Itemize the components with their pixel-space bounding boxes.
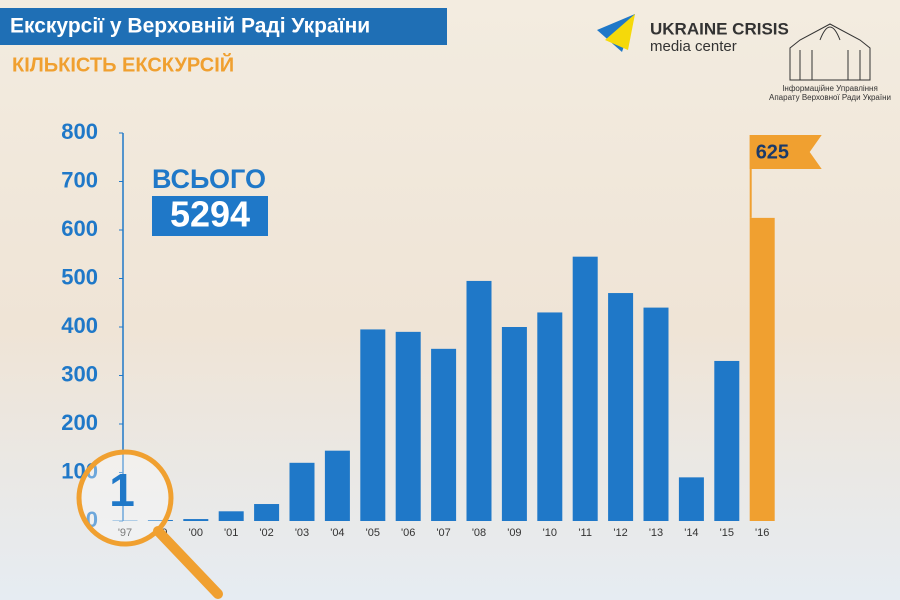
logo-text: Інформаційне Управління bbox=[782, 84, 878, 93]
x-tick-label: '03 bbox=[295, 527, 309, 539]
logo-building bbox=[789, 23, 871, 81]
bar bbox=[537, 312, 563, 521]
y-tick-label: 500 bbox=[61, 264, 98, 289]
bar bbox=[678, 477, 704, 521]
total-box bbox=[152, 196, 268, 236]
bar bbox=[501, 327, 527, 521]
total-value: 5294 bbox=[170, 194, 250, 235]
y-tick-label: 700 bbox=[61, 167, 98, 192]
bar bbox=[147, 520, 173, 521]
x-tick-label: '10 bbox=[543, 527, 557, 539]
logo-text: UKRAINE CRISIS bbox=[650, 19, 789, 38]
bar bbox=[324, 450, 350, 521]
crisis-logo: UKRAINE CRISIS media center bbox=[597, 14, 789, 55]
y-tick-label: 400 bbox=[61, 313, 98, 338]
x-tick-label: '02 bbox=[259, 527, 273, 539]
bar bbox=[395, 331, 421, 521]
x-tick-label: '04 bbox=[330, 527, 344, 539]
x-tick-label: '06 bbox=[401, 527, 415, 539]
magnifier-handle bbox=[153, 526, 223, 599]
x-tick-label: '08 bbox=[472, 527, 486, 539]
x-tick-label: '00 bbox=[189, 527, 203, 539]
logo-text: media center bbox=[650, 38, 737, 55]
bar bbox=[749, 217, 775, 521]
x-tick-label: '11 bbox=[578, 527, 592, 539]
magnifier bbox=[76, 449, 174, 547]
y-tick-label: 200 bbox=[61, 410, 98, 435]
chart-title: Екскурсії у Верховній Раді України bbox=[10, 15, 370, 38]
x-tick-label: '97 bbox=[118, 527, 132, 539]
bar bbox=[360, 329, 386, 521]
data-label: 625 bbox=[756, 141, 789, 163]
x-tick-label: '12 bbox=[613, 527, 627, 539]
bar bbox=[714, 360, 740, 521]
x-tick-label: '13 bbox=[649, 527, 663, 539]
flag bbox=[749, 135, 822, 169]
data-label: 1 bbox=[109, 464, 135, 516]
y-tick-label: 100 bbox=[61, 458, 98, 483]
bar bbox=[218, 511, 244, 521]
x-tick-label: '05 bbox=[366, 527, 380, 539]
bar bbox=[431, 348, 457, 521]
bar bbox=[289, 462, 315, 521]
chart-subtitle: КІЛЬКІСТЬ ЕКСКУРСІЙ bbox=[12, 52, 234, 76]
x-tick-label: '16 bbox=[755, 527, 769, 539]
bar bbox=[643, 307, 669, 521]
total-label: ВСЬОГО bbox=[152, 164, 266, 194]
bar bbox=[254, 504, 280, 521]
y-tick-label: 300 bbox=[61, 361, 98, 386]
x-tick-label: '09 bbox=[507, 527, 521, 539]
rada-logo: Інформаційне Управління Апарату Верховно… bbox=[769, 23, 891, 102]
x-tick-label: '01 bbox=[224, 527, 238, 539]
x-tick-label: '07 bbox=[436, 527, 450, 539]
bar bbox=[183, 519, 209, 521]
logo-shape bbox=[605, 14, 635, 50]
bar bbox=[466, 280, 492, 521]
bar bbox=[608, 293, 634, 521]
logo-text: Апарату Верховної Ради України bbox=[769, 93, 891, 102]
bar bbox=[572, 256, 598, 521]
x-tick-label: '15 bbox=[720, 527, 734, 539]
title-box bbox=[0, 8, 447, 45]
y-tick-label: 600 bbox=[61, 216, 98, 241]
y-tick-label: 800 bbox=[61, 119, 98, 144]
x-tick-label: '14 bbox=[684, 527, 698, 539]
